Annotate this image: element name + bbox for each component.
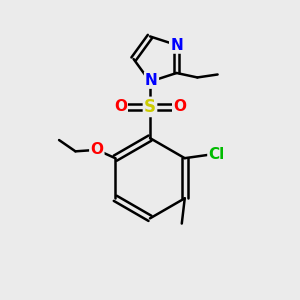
Text: O: O bbox=[114, 99, 127, 114]
Text: O: O bbox=[90, 142, 103, 158]
Text: Cl: Cl bbox=[208, 147, 225, 162]
Text: N: N bbox=[145, 73, 158, 88]
Text: S: S bbox=[144, 98, 156, 116]
Text: N: N bbox=[170, 38, 183, 52]
Text: O: O bbox=[173, 99, 186, 114]
